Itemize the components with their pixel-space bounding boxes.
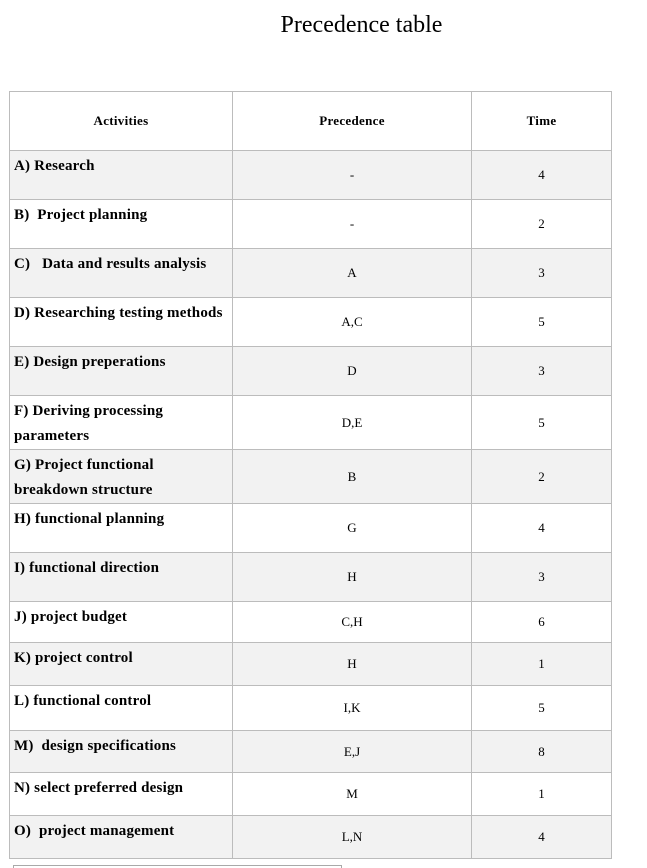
- time-cell: 3: [471, 248, 612, 298]
- activity-cell: I) functional direction: [9, 552, 233, 602]
- activity-cell: M) design specifications: [9, 730, 233, 773]
- activity-cell: K) project control: [9, 642, 233, 686]
- title-wrap: Precedence table: [38, 12, 647, 39]
- header-precedence: Precedence: [232, 91, 472, 151]
- time-cell: 5: [471, 297, 612, 347]
- time-cell: 3: [471, 552, 612, 602]
- precedence-cell: A,C: [232, 297, 472, 347]
- table-row: D) Researching testing methods A,C 5: [9, 297, 612, 347]
- activity-cell: E) Design preperations: [9, 346, 233, 396]
- table-row: F) Deriving processing parameters D,E 5: [9, 395, 612, 450]
- time-cell: 1: [471, 772, 612, 816]
- precedence-cell: L,N: [232, 815, 472, 859]
- activity-cell: C) Data and results analysis: [9, 248, 233, 298]
- precedence-cell: I,K: [232, 685, 472, 731]
- time-cell: 5: [471, 395, 612, 450]
- time-cell: 4: [471, 815, 612, 859]
- activity-cell: F) Deriving processing parameters: [9, 395, 233, 450]
- time-cell: 4: [471, 503, 612, 553]
- table-row: H) functional planning G 4: [9, 503, 612, 553]
- activity-cell: G) Project functional breakdown structur…: [9, 449, 233, 504]
- precedence-cell: -: [232, 199, 472, 249]
- time-cell: 2: [471, 199, 612, 249]
- table-row: M) design specifications E,J 8: [9, 730, 612, 773]
- time-cell: 8: [471, 730, 612, 773]
- table-row: L) functional control I,K 5: [9, 685, 612, 731]
- activity-cell: L) functional control: [9, 685, 233, 731]
- time-cell: 1: [471, 642, 612, 686]
- activity-cell: D) Researching testing methods: [9, 297, 233, 347]
- precedence-cell: H: [232, 642, 472, 686]
- precedence-cell: E,J: [232, 730, 472, 773]
- table-body: A) Research -4 B) Project planning -2 C) Dat…: [9, 150, 612, 859]
- activity-cell: H) functional planning: [9, 503, 233, 553]
- table-row: I) functional direction H 3: [9, 552, 612, 602]
- time-cell: 5: [471, 685, 612, 731]
- precedence-cell: -: [232, 150, 472, 200]
- header-time: Time: [471, 91, 612, 151]
- precedence-cell: D: [232, 346, 472, 396]
- precedence-cell: D,E: [232, 395, 472, 450]
- time-cell: 6: [471, 601, 612, 643]
- page-title: Precedence table: [280, 12, 443, 38]
- time-cell: 4: [471, 150, 612, 200]
- precedence-cell: A: [232, 248, 472, 298]
- activity-cell: B) Project planning: [9, 199, 233, 249]
- next-table-stub: [13, 865, 342, 868]
- activity-cell: J) project budget: [9, 601, 233, 643]
- header-row: Activities Precedence Time: [9, 91, 612, 151]
- activity-cell: N) select preferred design: [9, 772, 233, 816]
- table-row: C) Data and results analysis A 3: [9, 248, 612, 298]
- table-row: N) select preferred design M 1: [9, 772, 612, 816]
- precedence-table: Activities Precedence Time A) Research -4…: [9, 91, 612, 859]
- table-row: G) Project functional breakdown structur…: [9, 449, 612, 504]
- table-header: Activities Precedence Time: [9, 91, 612, 151]
- table-row: K) project control H 1: [9, 642, 612, 686]
- time-cell: 2: [471, 449, 612, 504]
- precedence-cell: C,H: [232, 601, 472, 643]
- precedence-cell: M: [232, 772, 472, 816]
- precedence-cell: G: [232, 503, 472, 553]
- activity-cell: A) Research: [9, 150, 233, 200]
- precedence-cell: H: [232, 552, 472, 602]
- table-row: E) Design preperations D 3: [9, 346, 612, 396]
- table-row: B) Project planning -2: [9, 199, 612, 249]
- header-activities: Activities: [9, 91, 233, 151]
- activity-cell: O) project management: [9, 815, 233, 859]
- precedence-cell: B: [232, 449, 472, 504]
- table-row: A) Research -4: [9, 150, 612, 200]
- time-cell: 3: [471, 346, 612, 396]
- table-row: O) project management L,N 4: [9, 815, 612, 859]
- table-row: J) project budget C,H 6: [9, 601, 612, 643]
